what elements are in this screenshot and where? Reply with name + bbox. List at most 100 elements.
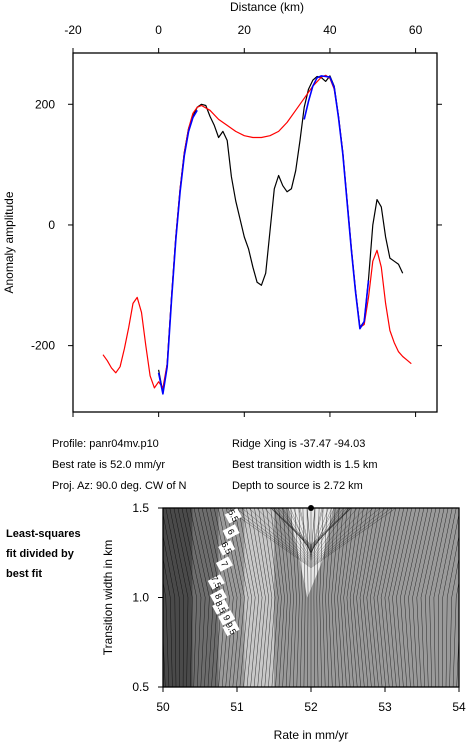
contour-line: [165, 508, 184, 687]
contour-line: [242, 508, 259, 687]
contour-label-box: [218, 540, 236, 556]
x-tick-label: 60: [409, 23, 423, 37]
x-tick-label: 20: [238, 23, 252, 37]
contour-line: [262, 508, 276, 687]
x-tick-label: 40: [323, 23, 337, 37]
contour-line: [282, 508, 291, 687]
contour-line: [226, 508, 245, 687]
contour-line: [334, 508, 344, 687]
contour-line: [290, 508, 332, 560]
contour-line: [420, 508, 441, 687]
contour-line: [271, 508, 351, 549]
x-tick-label: 52: [304, 700, 318, 714]
contour-line: [373, 508, 392, 687]
x-tick-label: 50: [156, 700, 170, 714]
contour-line: [298, 508, 324, 558]
contour-line: [163, 512, 180, 687]
contour-field: [163, 508, 467, 687]
projection-azimuth-label: Proj. Az: 90.0 deg. CW of N: [52, 480, 187, 492]
contour-line: [163, 631, 166, 687]
x-tick-label: -20: [64, 23, 82, 37]
contour-line: [248, 508, 374, 565]
contour-line: [328, 508, 336, 687]
contour-label-box: [224, 508, 242, 524]
contour-line: [290, 508, 297, 687]
contour-label: 9: [221, 613, 232, 622]
best-width-label: Best transition width is 1.5 km: [232, 459, 378, 471]
contour-line: [384, 508, 405, 687]
contour-line: [460, 508, 467, 687]
contour-line: [306, 508, 309, 687]
contour-line: [429, 508, 449, 687]
contour-line: [306, 508, 316, 557]
contour-line: [275, 508, 347, 551]
contour-label-box: [209, 588, 228, 604]
contour-line: [377, 508, 396, 687]
contour-line: [412, 508, 433, 687]
contour-line: [256, 508, 366, 564]
contour-line: [408, 508, 429, 687]
contour-line: [356, 508, 372, 687]
contour-line: [177, 508, 197, 687]
contour-line: [281, 508, 341, 561]
contour-line: [173, 508, 193, 687]
contour-line: [234, 508, 252, 687]
contour-line: [235, 508, 387, 567]
contour-line: [319, 508, 324, 687]
contour-line: [363, 508, 380, 687]
contour-line: [400, 508, 421, 687]
contour-line: [388, 508, 409, 687]
contour-label-box: [212, 599, 230, 615]
contour-line: [287, 508, 335, 554]
y-axis-label: Anomaly amplitude: [2, 191, 16, 293]
contour-line: [241, 508, 381, 566]
contour-label-box: [222, 620, 240, 637]
contour-line: [273, 508, 349, 562]
ridge-crossing-label: Ridge Xing is -37.47 -94.03: [232, 438, 366, 450]
contour-line: [294, 508, 300, 687]
contour-line: [163, 556, 173, 687]
field-light-band: [244, 508, 274, 687]
contour-line: [213, 508, 234, 687]
x-tick-label: 51: [230, 700, 244, 714]
x-axis-label: Distance (km): [230, 0, 304, 14]
contour-line: [313, 508, 316, 687]
contour-line: [209, 508, 230, 687]
contour-line: [217, 508, 238, 687]
contour-label: 6: [225, 527, 236, 536]
contour-line: [456, 629, 459, 687]
contour-line: [349, 508, 364, 687]
contour-line: [416, 508, 437, 687]
misfit-note: Least-squares fit divided by best fit: [6, 528, 81, 580]
y-tick-label: 200: [35, 97, 55, 111]
contour-label-box: [218, 610, 236, 626]
contour-line: [169, 508, 189, 687]
contour-line: [359, 508, 376, 687]
contour-line: [282, 508, 340, 553]
contour-line: [278, 508, 344, 552]
contour-line: [264, 508, 358, 563]
contour-line: [271, 508, 351, 546]
contour-line: [258, 508, 273, 687]
contour-label-box: [207, 574, 225, 590]
best-rate-label: Best rate is 52.0 mm/yr: [52, 459, 166, 471]
misfit-contour-chart: 5.566.577.588.599.550 51 52 53 540.51.01.5Ra…: [101, 501, 467, 742]
contour-line: [380, 508, 400, 687]
contour-line: [286, 508, 294, 687]
contour-line: [230, 508, 392, 568]
contour-line: [325, 508, 332, 687]
contour-line: [425, 508, 445, 687]
y-axis-label: Transition width in km: [101, 540, 115, 656]
contour-label-box: [215, 556, 233, 572]
contour-line: [254, 508, 269, 687]
contour-line: [298, 508, 303, 687]
y-tick-label: 0: [48, 218, 55, 232]
contour-line: [246, 508, 263, 687]
contour-line: [230, 508, 249, 687]
x-axis-label: Rate in mm/yr: [274, 728, 349, 742]
contour-label: 7: [219, 560, 230, 569]
contour-line: [331, 508, 340, 687]
contour-line: [346, 508, 360, 687]
